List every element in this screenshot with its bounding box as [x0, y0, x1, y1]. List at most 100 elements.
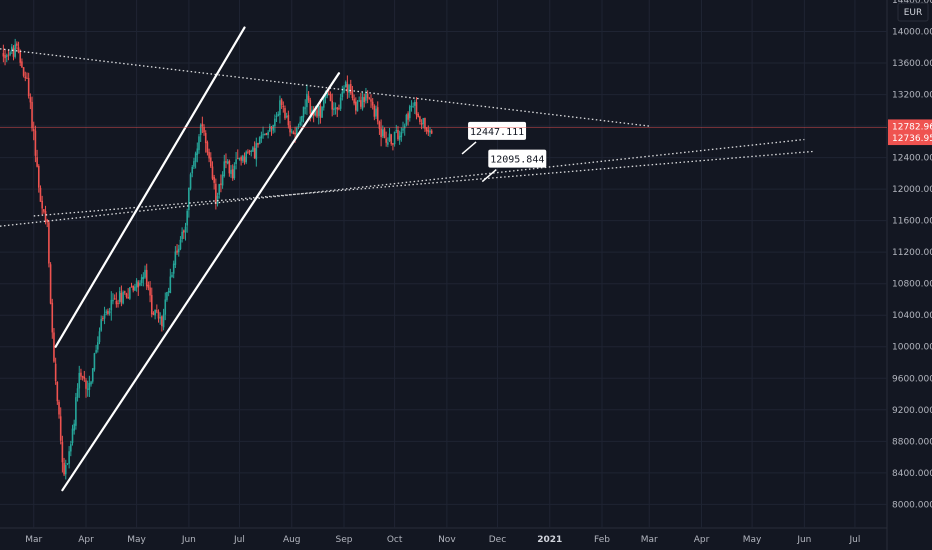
candle-down [183, 230, 185, 233]
candle-up [255, 143, 258, 160]
callout-label: 12095.844 [490, 155, 544, 166]
x-tick-label: Mar [641, 535, 658, 545]
candle-down [366, 93, 369, 98]
candle-up [64, 465, 67, 475]
y-tick-label: 8000.000 [892, 500, 932, 510]
y-tick-label: 10000.000 [892, 343, 932, 353]
candle-down [176, 250, 178, 253]
candle-down [32, 129, 35, 131]
x-tick-label: Sep [336, 535, 353, 545]
candle-down [137, 282, 140, 288]
candle-up [105, 311, 108, 314]
candle-up [263, 133, 266, 136]
candle-down [61, 441, 64, 463]
candle-down [257, 142, 259, 145]
candle-up [223, 161, 226, 176]
candle-down [130, 286, 133, 288]
trendline-channel-upper[interactable] [54, 26, 246, 348]
callout-box [468, 121, 527, 140]
trendline-ascending-support-upper[interactable] [0, 138, 805, 227]
candle-down [27, 77, 30, 97]
candle-up [395, 130, 398, 132]
trendline-channel-lower[interactable] [61, 72, 341, 492]
candle-down [81, 375, 84, 378]
candle-up [162, 314, 165, 328]
candle-up [317, 105, 320, 116]
candle-up [339, 97, 342, 109]
grid [0, 0, 888, 550]
candle-up [184, 226, 187, 233]
candle-down [49, 264, 52, 304]
candle-down [427, 130, 430, 133]
candle-down [132, 285, 135, 291]
candle-down [392, 143, 394, 145]
currency-badge[interactable]: EUR [897, 2, 929, 22]
candle-down [80, 372, 82, 377]
candle-up [196, 148, 199, 155]
candle-down [102, 318, 104, 320]
candle-up [221, 174, 224, 186]
candle-down [368, 98, 371, 100]
price-axis[interactable]: 8000.000 8400.000 8800.000 9200.000 9600.000… [892, 0, 932, 510]
y-tick-label: 9200.000 [892, 406, 932, 416]
candle-down [220, 183, 222, 185]
candle-up [177, 248, 180, 253]
candle-up [140, 277, 143, 283]
candle-up [412, 106, 414, 108]
candle-up [97, 342, 99, 350]
candle-up [334, 107, 337, 109]
candle-down [360, 100, 362, 107]
candle-down [284, 108, 286, 119]
candle-up [181, 231, 183, 240]
candle-up [301, 116, 303, 122]
candle-down [307, 95, 310, 101]
candle-down [206, 142, 209, 153]
candle-up [230, 169, 232, 174]
candle-down [351, 92, 354, 98]
candle-down [247, 151, 249, 153]
candle-up [169, 276, 172, 294]
candle-up [98, 331, 101, 343]
candle-down [373, 105, 376, 117]
candle-up [166, 291, 168, 301]
candle-down [21, 61, 23, 68]
time-axis[interactable]: Mar Apr May Jun Jul Aug Sep Oct Nov Dec 2021 Feb Mar… [25, 535, 860, 545]
candle-down [419, 116, 421, 123]
candle-down [4, 55, 6, 59]
candle-down [349, 84, 352, 94]
candle-down [355, 101, 357, 111]
trendlines[interactable] [0, 26, 815, 492]
callout-label: 12447.111 [470, 127, 524, 138]
candle-up [134, 286, 136, 291]
candle-down [16, 43, 18, 46]
trendline-descending-resistance[interactable] [0, 48, 650, 127]
candles [2, 38, 433, 480]
candle-up [159, 317, 161, 319]
candle-up [297, 125, 300, 128]
candle-down [316, 110, 318, 117]
candle-down [161, 316, 163, 327]
candle-up [14, 44, 16, 57]
candle-up [272, 124, 274, 131]
candle-down [44, 210, 47, 221]
currency-badge-box [897, 2, 929, 22]
candle-up [5, 55, 8, 57]
x-tick-label: Dec [489, 535, 506, 545]
candle-down [22, 67, 25, 76]
candle-up [311, 109, 313, 114]
candle-up [410, 105, 413, 107]
candle-down [292, 132, 295, 134]
candle-up [361, 96, 364, 109]
candle-up [295, 127, 298, 136]
candle-down [287, 115, 290, 126]
candle-up [233, 165, 236, 179]
candle-down [253, 148, 256, 159]
candle-up [356, 101, 359, 112]
candle-up [274, 118, 276, 127]
candle-down [225, 161, 227, 163]
candle-up [343, 87, 345, 93]
candle-down [53, 332, 55, 362]
trendline-ascending-support-lower[interactable] [33, 150, 815, 217]
